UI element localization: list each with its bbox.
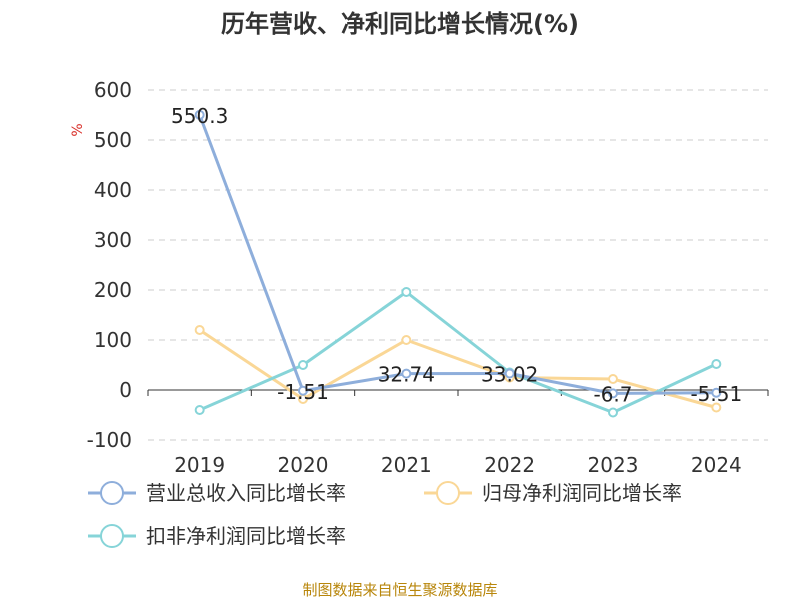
chart-title: 历年营收、净利同比增长情况(%) — [221, 10, 579, 38]
x-tick-label: 2023 — [588, 453, 639, 477]
x-tick-label: 2019 — [174, 453, 225, 477]
x-axis-ticks: 2019 2020 2021 2022 2023 2024 — [174, 453, 742, 477]
data-label: -5.51 — [690, 382, 742, 406]
series-lines — [194, 109, 722, 418]
y-tick-label: 300 — [94, 228, 132, 252]
x-tick-label: 2022 — [484, 453, 535, 477]
data-point — [194, 405, 205, 415]
data-point — [711, 359, 722, 369]
series-line — [199, 290, 717, 414]
legend-marker — [100, 524, 124, 548]
y-tick-label: 500 — [94, 128, 132, 152]
data-point — [401, 287, 412, 297]
x-tick-label: 2020 — [278, 453, 329, 477]
data-point — [401, 368, 412, 379]
data-point — [504, 368, 515, 379]
source-footer: 制图数据来自恒生聚源数据库 — [302, 581, 497, 599]
legend-label: 营业总收入同比增长率 — [146, 481, 346, 505]
y-tick-label: 600 — [94, 78, 132, 102]
y-tick-label: 100 — [94, 328, 132, 352]
y-axis-unit: % — [70, 123, 86, 136]
data-label: 550.3 — [171, 104, 228, 128]
y-tick-label: 0 — [119, 378, 132, 402]
legend-label: 扣非净利润同比增长率 — [146, 524, 346, 548]
legend-label: 归母净利润同比增长率 — [482, 481, 682, 505]
y-tick-label: 200 — [94, 278, 132, 302]
data-label: 33.02 — [481, 362, 538, 386]
grid-lines — [148, 89, 768, 441]
x-tick-label: 2024 — [691, 453, 742, 477]
data-point — [608, 407, 618, 418]
data-point — [298, 360, 308, 370]
data-point — [298, 385, 308, 396]
legend-marker — [436, 481, 460, 505]
y-tick-label: -100 — [87, 428, 132, 452]
data-point — [608, 374, 618, 384]
data-label: -1.51 — [277, 380, 329, 404]
data-point — [711, 387, 722, 398]
data-point — [711, 402, 722, 413]
data-label: -6.7 — [593, 382, 632, 406]
y-tick-label: 400 — [94, 178, 132, 202]
data-label: 32.74 — [378, 363, 435, 387]
data-point — [608, 388, 618, 399]
x-tick-label: 2021 — [381, 453, 432, 477]
legend-marker — [100, 481, 124, 505]
data-labels: 550.3 -1.51 32.74 33.02 -6.7 -5.51 — [171, 104, 742, 407]
data-point — [194, 109, 205, 120]
data-point — [194, 325, 205, 335]
series-line — [198, 114, 717, 395]
data-point — [401, 335, 412, 345]
y-axis-ticks: 600 500 400 300 200 100 0 -100 — [87, 78, 132, 452]
series-line — [198, 328, 717, 409]
